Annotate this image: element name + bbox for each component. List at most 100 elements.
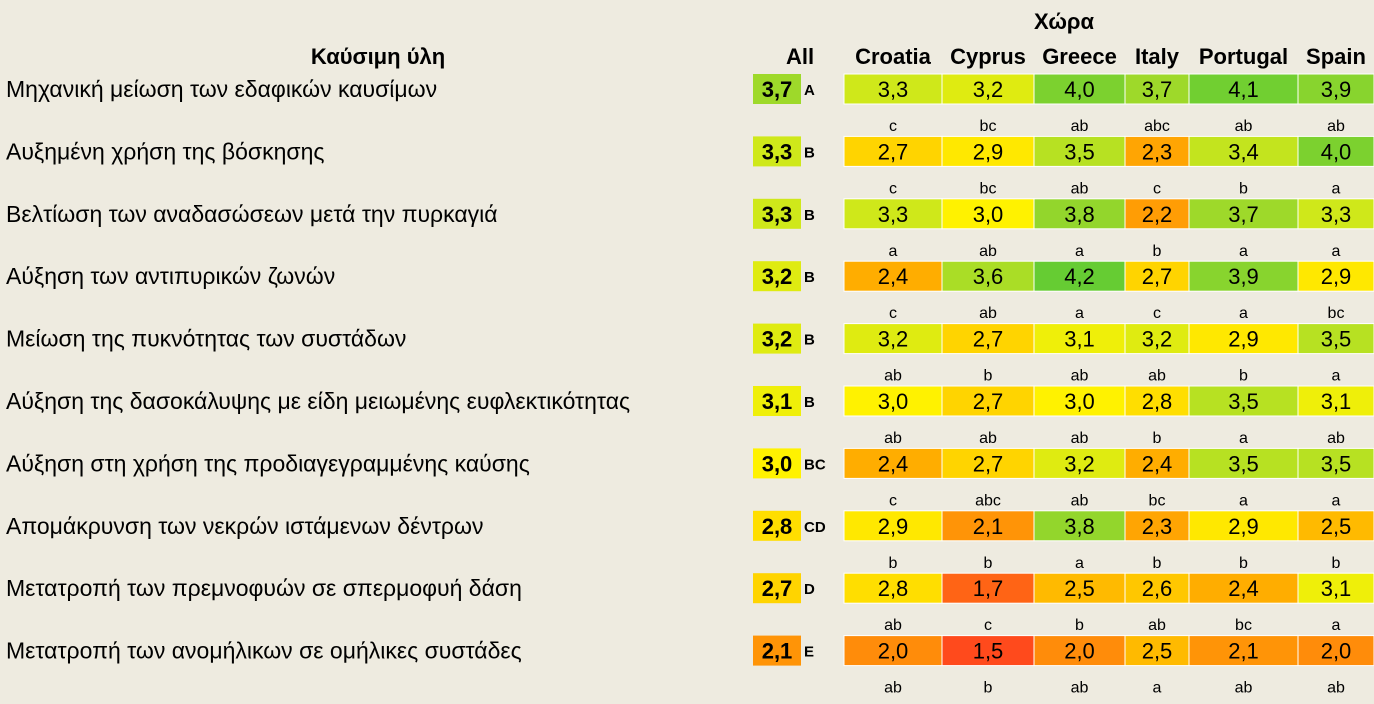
- significance-letter: b: [1239, 368, 1248, 385]
- significance-letter: a: [1239, 243, 1248, 260]
- table-row: Αύξηση της δασοκάλυψης με είδη μειωμένης…: [6, 385, 1374, 447]
- value-cell: [941, 635, 1035, 667]
- significance-letter: ab: [1071, 680, 1089, 697]
- significance-letter: a: [1239, 305, 1248, 322]
- table-row: Μηχανική μείωση των εδαφικών καυσίμων 3,7…: [6, 73, 1374, 135]
- significance-letter: c: [1153, 305, 1161, 322]
- value-cell: [941, 260, 1035, 292]
- cell-value: 3,9: [1321, 77, 1352, 102]
- significance-letter: a: [1332, 243, 1341, 260]
- cell-value: 3,2: [973, 77, 1004, 102]
- value-cell: [941, 510, 1035, 542]
- significance-letter: a: [1332, 492, 1341, 509]
- all-value: 2,1: [762, 639, 793, 664]
- cell-value: 3,5: [1321, 327, 1352, 352]
- all-group-letter: B: [804, 144, 815, 161]
- table-row: Αύξηση των αντιπυρικών ζωνών 3,2 B 2,4 c 3,6 a…: [6, 260, 1374, 322]
- value-cell: [1297, 635, 1374, 667]
- significance-letter: bc: [1235, 617, 1252, 634]
- significance-letter: ab: [1148, 368, 1166, 385]
- column-group-title: Χώρα: [1034, 9, 1095, 34]
- value-cell: [1297, 135, 1374, 167]
- value-cell: [1297, 323, 1374, 355]
- value-cell: [1124, 385, 1190, 417]
- all-value: 3,7: [762, 77, 793, 102]
- cell-value: 2,7: [973, 327, 1004, 352]
- all-value: 3,1: [762, 389, 793, 414]
- all-value-cell: [753, 198, 801, 229]
- all-group-letter: E: [804, 644, 814, 661]
- value-cell: [1033, 260, 1126, 292]
- value-cell: [1033, 135, 1126, 167]
- cell-value: 3,5: [1321, 451, 1352, 476]
- value-cell: [941, 135, 1035, 167]
- cell-value: 3,5: [1228, 451, 1259, 476]
- significance-letter: ab: [884, 680, 902, 697]
- value-cell: [1124, 73, 1190, 105]
- cell-value: 3,0: [973, 202, 1004, 227]
- value-cell: [1124, 572, 1190, 604]
- column-headers: Croatia Cyprus Greece Italy Portugal Spain: [855, 44, 1366, 69]
- value-cell: [843, 510, 943, 542]
- all-value: 3,2: [762, 264, 793, 289]
- value-cell: [1297, 198, 1374, 230]
- significance-letter: ab: [884, 617, 902, 634]
- column-header-cyprus: Cyprus: [950, 44, 1026, 69]
- all-value-cell: [753, 635, 801, 666]
- cell-value: 3,4: [1228, 139, 1259, 164]
- cell-value: 2,0: [878, 639, 909, 664]
- significance-letter: a: [1332, 617, 1341, 634]
- cell-value: 4,2: [1064, 264, 1095, 289]
- cell-value: 2,5: [1321, 514, 1352, 539]
- cell-value: 2,0: [1064, 639, 1095, 664]
- all-value-cell: [753, 261, 801, 292]
- cell-value: 3,5: [1228, 389, 1259, 414]
- significance-letter: ab: [979, 243, 997, 260]
- cell-value: 2,1: [973, 514, 1004, 539]
- significance-letter: a: [1239, 430, 1248, 447]
- all-group-letter: B: [804, 207, 815, 224]
- all-value-cell: [753, 386, 801, 416]
- cell-value: 3,3: [878, 202, 909, 227]
- cell-value: 2,8: [1142, 389, 1173, 414]
- significance-letter: ab: [1071, 118, 1089, 135]
- column-header-spain: Spain: [1306, 44, 1366, 69]
- cell-value: 2,4: [1228, 576, 1259, 601]
- significance-letter: a: [1075, 305, 1084, 322]
- value-cell: [1188, 198, 1299, 230]
- significance-letter: ab: [1235, 118, 1253, 135]
- column-header-portugal: Portugal: [1199, 44, 1288, 69]
- significance-letter: abc: [975, 492, 1001, 509]
- value-cell: [843, 385, 943, 417]
- value-cell: [843, 447, 943, 479]
- value-cell: [1124, 323, 1190, 355]
- all-value: 3,3: [762, 202, 793, 227]
- all-value-cell: [753, 136, 801, 167]
- all-group-letter: CD: [804, 519, 826, 536]
- all-value: 3,2: [762, 327, 793, 352]
- significance-letter: b: [1239, 555, 1248, 572]
- all-value: 3,3: [762, 139, 793, 164]
- value-cell: [1033, 447, 1126, 479]
- all-group-letter: B: [804, 269, 815, 286]
- significance-letter: a: [1075, 555, 1084, 572]
- table-row: Μετατροπή των ανομήλικων σε ομήλικες συσ…: [6, 635, 1374, 697]
- cell-value: 2,4: [1142, 451, 1173, 476]
- significance-letter: ab: [884, 368, 902, 385]
- value-cell: [843, 73, 943, 105]
- row-label: Βελτίωση των αναδασώσεων μετά την πυρκαγ…: [6, 201, 498, 227]
- value-cell: [941, 572, 1035, 604]
- cell-value: 2,6: [1142, 576, 1173, 601]
- value-cell: [1124, 447, 1190, 479]
- cell-value: 2,0: [1321, 639, 1352, 664]
- cell-value: 3,1: [1321, 576, 1352, 601]
- value-cell: [1297, 260, 1374, 292]
- cell-value: 3,2: [1064, 451, 1095, 476]
- row-label: Αύξηση της δασοκάλυψης με είδη μειωμένης…: [6, 388, 630, 414]
- value-cell: [1297, 447, 1374, 479]
- cell-value: 2,1: [1228, 639, 1259, 664]
- cell-value: 2,7: [973, 451, 1004, 476]
- significance-letter: bc: [1149, 492, 1166, 509]
- significance-letter: ab: [1148, 617, 1166, 634]
